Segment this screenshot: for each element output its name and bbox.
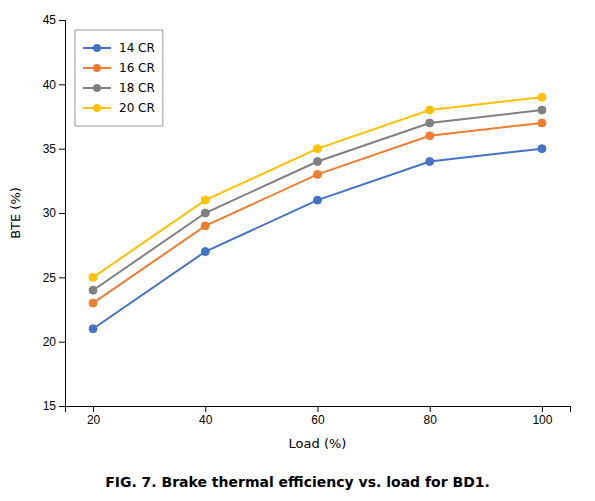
y-tick-mark xyxy=(59,213,65,214)
y-tick-mark xyxy=(59,20,65,21)
series-point xyxy=(89,299,97,307)
x-tick-mark xyxy=(93,406,94,412)
legend-item: 16 CR xyxy=(83,61,155,75)
y-tick: 30 xyxy=(43,206,65,220)
x-tick-mark xyxy=(542,406,543,412)
series-point xyxy=(201,222,209,230)
y-tick-label: 20 xyxy=(43,335,57,349)
y-tick-mark xyxy=(59,84,65,85)
x-tick-label: 40 xyxy=(199,413,213,427)
x-axis-title: Load (%) xyxy=(289,436,347,451)
series-point xyxy=(89,286,97,294)
series-line xyxy=(93,123,542,303)
y-tick-label: 30 xyxy=(43,206,57,220)
legend-item: 14 CR xyxy=(83,41,155,55)
x-tick: 100 xyxy=(532,406,552,427)
y-tick-label: 40 xyxy=(43,78,57,92)
x-axis: 20 40 60 80 100 xyxy=(66,406,571,427)
series-point xyxy=(426,132,434,140)
y-tick-mark xyxy=(59,149,65,150)
series-group xyxy=(89,93,546,333)
series-point xyxy=(538,106,546,114)
x-tick-label: 100 xyxy=(532,413,552,427)
legend-label: 18 CR xyxy=(119,81,155,95)
series-point xyxy=(314,196,322,204)
x-tick-mark xyxy=(430,406,431,412)
x-tick-mark xyxy=(318,406,319,412)
x-tick-label: 80 xyxy=(424,413,438,427)
y-tick-mark xyxy=(59,406,65,407)
series-point xyxy=(314,170,322,178)
x-tick-label: 60 xyxy=(311,413,325,427)
y-tick-mark xyxy=(59,277,65,278)
x-tick: 20 xyxy=(87,406,101,427)
y-axis-line xyxy=(59,21,66,407)
series-point xyxy=(426,106,434,114)
legend-marker xyxy=(93,64,101,72)
series-point xyxy=(426,119,434,127)
x-axis-line xyxy=(66,407,571,413)
y-tick: 40 xyxy=(43,78,65,92)
series-point xyxy=(89,325,97,333)
x-tick-label: 20 xyxy=(87,413,101,427)
series-point xyxy=(538,145,546,153)
x-tick: 40 xyxy=(199,406,213,427)
legend-label: 20 CR xyxy=(119,101,155,115)
series-point xyxy=(201,196,209,204)
y-tick-mark xyxy=(59,342,65,343)
legend-item: 18 CR xyxy=(83,81,155,95)
y-tick-label: 15 xyxy=(43,399,57,413)
legend-box xyxy=(75,30,163,126)
series-point xyxy=(89,273,97,281)
series-point xyxy=(314,158,322,166)
series-line xyxy=(93,149,542,329)
legend-item: 20 CR xyxy=(83,101,155,115)
plot: 20 40 60 80 100 15 20 25 30 35 40 45 Load (%) BTE (%)… xyxy=(8,13,571,451)
x-tick: 80 xyxy=(424,406,438,427)
legend-label: 16 CR xyxy=(119,61,155,75)
y-tick-label: 25 xyxy=(43,271,57,285)
caption: FIG. 7. Brake thermal efficiency vs. loa… xyxy=(105,474,490,490)
y-tick: 25 xyxy=(43,271,65,285)
y-tick: 35 xyxy=(43,142,65,156)
legend-marker xyxy=(93,44,101,52)
y-tick: 45 xyxy=(43,13,65,27)
series-point xyxy=(538,119,546,127)
x-tick-mark xyxy=(205,406,206,412)
series-point xyxy=(314,145,322,153)
y-axis-title: BTE (%) xyxy=(8,187,23,239)
chart: 20 40 60 80 100 15 20 25 30 35 40 45 Load (%) BTE (%)… xyxy=(0,0,595,501)
legend-marker xyxy=(93,84,101,92)
legend-label: 14 CR xyxy=(119,41,155,55)
y-tick: 20 xyxy=(43,335,65,349)
x-tick: 60 xyxy=(311,406,325,427)
series-line xyxy=(93,110,542,290)
y-tick-label: 45 xyxy=(43,13,57,27)
legend-marker xyxy=(93,104,101,112)
series-point xyxy=(201,248,209,256)
y-tick: 15 xyxy=(43,399,65,413)
series-point xyxy=(538,93,546,101)
legend: 14 CR 16 CR 18 CR 20 CR xyxy=(75,30,163,126)
y-axis: 15 20 25 30 35 40 45 xyxy=(43,13,66,413)
series-point xyxy=(201,209,209,217)
y-tick-label: 35 xyxy=(43,142,57,156)
series-point xyxy=(426,158,434,166)
